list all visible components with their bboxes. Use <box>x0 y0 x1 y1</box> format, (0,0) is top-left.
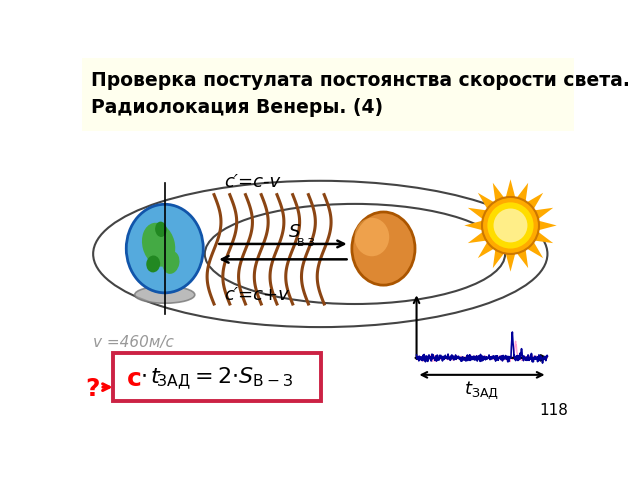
Polygon shape <box>538 220 557 230</box>
Text: $t_{\mathsf{ЗАД}}$: $t_{\mathsf{ЗАД}}$ <box>465 379 499 401</box>
Polygon shape <box>493 249 504 268</box>
Circle shape <box>488 203 534 249</box>
Text: 118: 118 <box>540 403 568 418</box>
Text: c′=c-v: c′=c-v <box>224 173 280 191</box>
Ellipse shape <box>147 255 160 273</box>
Ellipse shape <box>355 218 389 256</box>
Text: $S$: $S$ <box>288 223 301 241</box>
Polygon shape <box>516 183 528 202</box>
Text: c′=c+v: c′=c+v <box>224 286 289 304</box>
Polygon shape <box>534 208 553 220</box>
Ellipse shape <box>352 212 415 285</box>
Polygon shape <box>526 193 543 210</box>
Polygon shape <box>468 208 487 220</box>
Polygon shape <box>478 193 495 210</box>
Polygon shape <box>468 231 487 243</box>
FancyBboxPatch shape <box>113 353 321 401</box>
Text: v =460м/с: v =460м/с <box>93 335 174 350</box>
Polygon shape <box>464 220 483 230</box>
Polygon shape <box>526 241 543 258</box>
Text: $\cdot\,t_{\!\mathsf{ЗАД}} = 2{\cdot}S_{\mathsf{В-З}}$: $\cdot\,t_{\!\mathsf{ЗАД}} = 2{\cdot}S_{… <box>140 365 294 392</box>
Polygon shape <box>506 253 515 272</box>
Text: Проверка постулата постоянства скорости света.: Проверка постулата постоянства скорости … <box>91 72 630 90</box>
Text: $\mathbf{c}$: $\mathbf{c}$ <box>126 367 141 391</box>
Ellipse shape <box>135 286 195 303</box>
Polygon shape <box>516 249 528 268</box>
Circle shape <box>482 197 539 254</box>
Polygon shape <box>478 241 495 258</box>
Text: В-З: В-З <box>297 238 316 248</box>
Circle shape <box>493 208 527 242</box>
Text: ?: ? <box>86 377 100 401</box>
Ellipse shape <box>142 223 175 267</box>
Ellipse shape <box>155 222 166 237</box>
Polygon shape <box>534 231 553 243</box>
Polygon shape <box>506 179 515 198</box>
Polygon shape <box>493 183 504 202</box>
Bar <box>82 58 575 131</box>
Ellipse shape <box>126 204 204 293</box>
Text: Радиолокация Венеры. (4): Радиолокация Венеры. (4) <box>91 97 383 117</box>
Ellipse shape <box>163 251 179 274</box>
